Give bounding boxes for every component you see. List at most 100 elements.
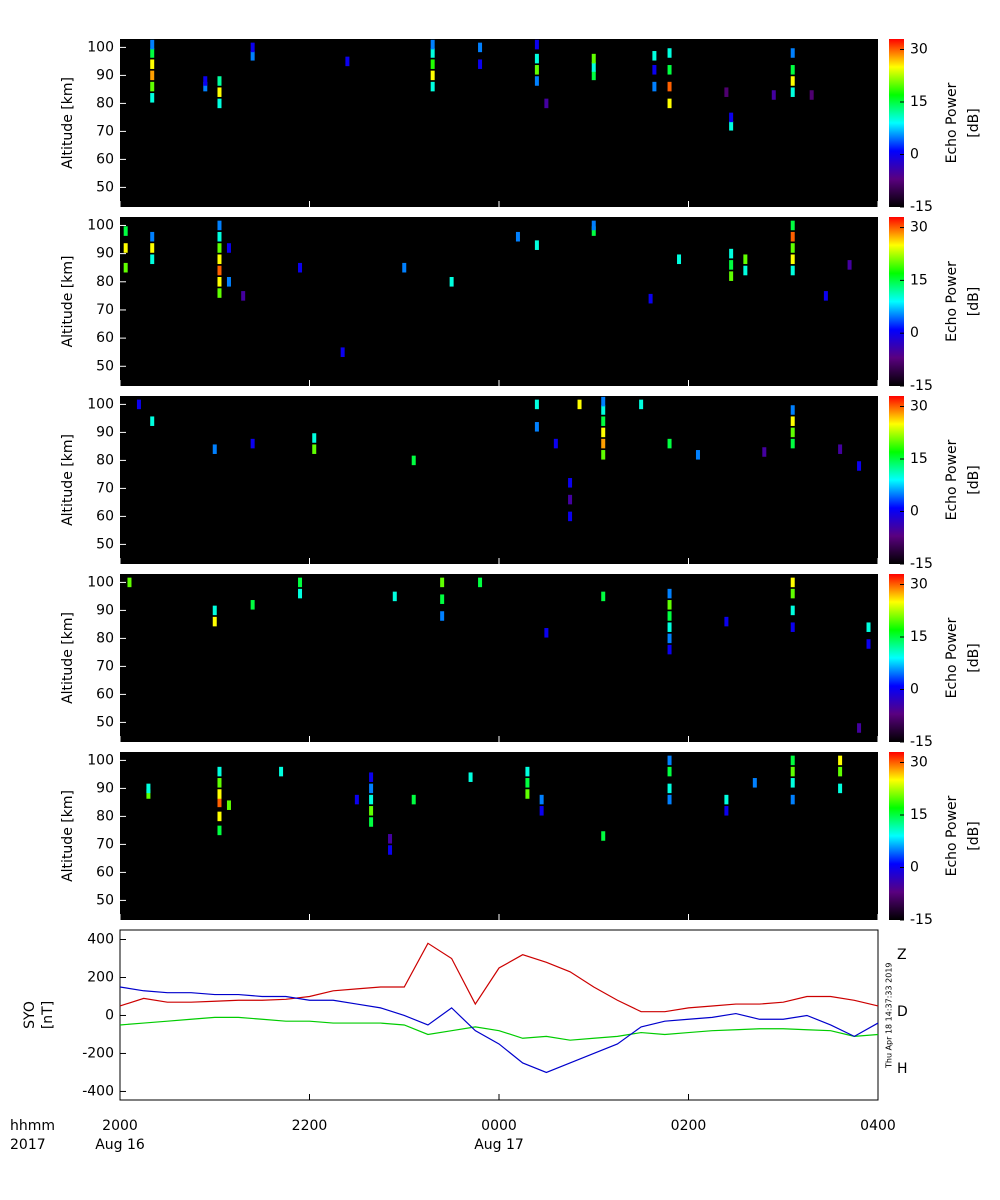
y-tick-label: 90: [96, 246, 114, 262]
echo-cell: [790, 65, 795, 75]
echo-cell: [591, 226, 596, 236]
echo-cell: [150, 254, 155, 265]
echo-cell: [430, 70, 435, 81]
echo-cell: [150, 416, 155, 426]
colorbar-tick-label: -15: [910, 378, 933, 394]
echo-cell: [591, 62, 596, 72]
legend-label: Z: [897, 947, 907, 963]
echo-cell: [478, 59, 483, 69]
y-tick-label: 70: [96, 480, 114, 496]
y-tick-label: -400: [82, 1083, 114, 1099]
echo-cell: [217, 231, 222, 242]
echo-cell: [866, 639, 871, 649]
echo-cell: [838, 783, 843, 794]
echo-cell: [790, 48, 795, 58]
echo-cell: [601, 450, 606, 460]
colorbar-label: Echo Power: [944, 261, 960, 342]
echo-cell: [212, 616, 217, 627]
colorbar-tick-label: -15: [910, 199, 933, 215]
echo-cell: [369, 794, 374, 805]
colorbar: [889, 574, 904, 742]
colorbar-label: Echo Power: [944, 82, 960, 163]
echo-cell: [729, 121, 734, 131]
echo-cell: [762, 447, 767, 457]
y-tick-label: 60: [96, 864, 114, 880]
echo-cell: [790, 766, 795, 777]
echo-cell: [534, 65, 539, 75]
plot-frame: [119, 929, 879, 1101]
echo-cell: [790, 577, 795, 588]
colorbar-tick-label: 30: [910, 399, 928, 415]
echo-cell: [790, 254, 795, 265]
echo-cell: [534, 76, 539, 86]
y-tick-label: 80: [96, 452, 114, 468]
y-tick-label: 50: [96, 179, 114, 195]
echo-cell: [217, 811, 222, 822]
echo-cell: [478, 42, 483, 53]
echo-cell: [790, 622, 795, 632]
echo-cell: [150, 59, 155, 69]
echo-cell: [838, 755, 843, 766]
echo-cell: [217, 766, 222, 777]
plot-background: [120, 396, 878, 564]
echo-cell: [652, 51, 657, 61]
echo-cell: [440, 577, 445, 588]
echo-cell: [369, 817, 374, 827]
echo-cell: [544, 628, 549, 638]
echo-cell: [217, 98, 222, 109]
echo-cell: [440, 594, 445, 604]
echo-cell: [591, 220, 596, 231]
echo-cell: [790, 416, 795, 426]
colorbar-tick-label: 0: [910, 682, 919, 698]
echo-cell: [449, 276, 454, 287]
colorbar: [889, 39, 904, 207]
y-tick-label: 60: [96, 330, 114, 346]
echo-cell: [790, 76, 795, 86]
echo-cell: [150, 81, 155, 92]
echo-cell: [123, 243, 128, 253]
echo-cell: [823, 291, 828, 301]
echo-cell: [667, 622, 672, 632]
echo-cell: [217, 254, 222, 265]
echo-cell: [250, 42, 255, 53]
echo-cell: [411, 455, 416, 466]
plot-background: [120, 39, 878, 207]
echo-cell: [369, 772, 374, 782]
y-tick-label: 100: [87, 396, 114, 412]
y-axis-label: Altitude [km]: [60, 434, 76, 526]
echo-cell: [652, 81, 657, 92]
echo-cell: [388, 845, 393, 855]
colorbar-label: Echo Power: [944, 617, 960, 698]
y-tick-label: 50: [96, 358, 114, 374]
echo-cell: [534, 422, 539, 432]
echo-cell: [217, 265, 222, 276]
year-label: 2017: [10, 1137, 46, 1153]
echo-cell: [226, 276, 231, 287]
colorbar-tick-label: 30: [910, 577, 928, 593]
y-tick-label: 90: [96, 424, 114, 440]
echo-cell: [217, 87, 222, 97]
y-tick-label: 60: [96, 151, 114, 167]
y-tick-label: 80: [96, 274, 114, 290]
x-tick-label: 0000: [481, 1118, 517, 1134]
y-tick-label: 100: [87, 217, 114, 233]
echo-cell: [217, 778, 222, 788]
y-tick-label: 0: [105, 1007, 114, 1023]
echo-cell: [838, 766, 843, 777]
echo-cell: [226, 800, 231, 810]
y-axis-label: Altitude [km]: [60, 790, 76, 882]
echo-cell: [667, 766, 672, 777]
y-tick-label: -200: [82, 1045, 114, 1061]
echo-cell: [203, 76, 208, 86]
colorbar-tick-label: 30: [910, 755, 928, 771]
echo-cell: [729, 248, 734, 259]
y-tick-label: 80: [96, 808, 114, 824]
colorbar-tick-label: 15: [910, 451, 928, 467]
colorbar-tick-label: 15: [910, 629, 928, 645]
echo-cell: [790, 87, 795, 97]
y-tick-label: 100: [87, 752, 114, 768]
echo-cell: [790, 243, 795, 253]
y-axis-label: Altitude [km]: [60, 77, 76, 169]
y-tick-label: 50: [96, 536, 114, 552]
echo-cell: [515, 231, 520, 242]
